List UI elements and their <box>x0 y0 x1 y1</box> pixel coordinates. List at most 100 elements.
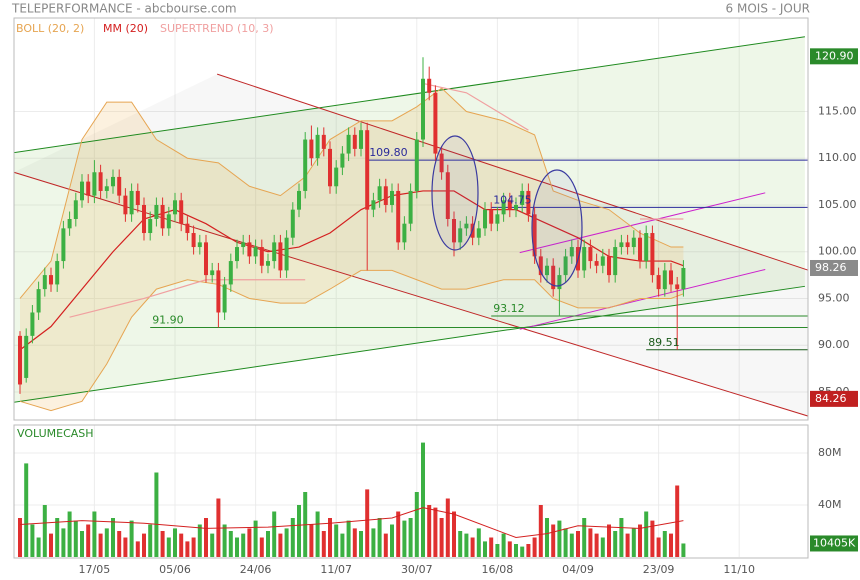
candle-body <box>631 237 636 248</box>
candle-body <box>551 265 556 290</box>
y-tick-label: 95.00 <box>818 291 850 304</box>
x-tick-label: 24/06 <box>240 563 272 576</box>
candle-body <box>204 242 208 276</box>
volume-bar <box>396 511 401 557</box>
candle-body <box>321 134 326 149</box>
candle-body <box>18 335 22 385</box>
volume-bar <box>284 528 289 557</box>
trendline <box>217 73 808 271</box>
candle-body <box>414 139 419 191</box>
candle-body <box>526 190 531 215</box>
candle-body <box>445 172 450 219</box>
volume-bar <box>600 537 605 557</box>
level-label: 91.90 <box>152 313 184 326</box>
volume-bar <box>185 541 190 557</box>
candle-body <box>272 242 277 262</box>
volume-bar <box>569 533 574 557</box>
candle-body <box>532 214 537 257</box>
x-tick-label: 23/09 <box>643 563 675 576</box>
volume-bar <box>160 531 165 557</box>
indicator-line <box>422 82 529 131</box>
candle-body <box>303 139 308 191</box>
volume-bar <box>557 520 562 557</box>
volume-title: VOLUMECASH <box>17 427 94 440</box>
candle-body <box>135 190 140 205</box>
volume-bar <box>42 505 47 557</box>
candle-body <box>501 200 506 215</box>
candle-body <box>675 284 680 290</box>
volume-bar <box>631 528 636 557</box>
candle-body <box>569 247 574 257</box>
volume-bar <box>321 531 326 557</box>
volume-bar <box>433 507 438 557</box>
candle-body <box>36 289 41 313</box>
volume-bar <box>61 528 66 557</box>
volume-bar <box>49 533 53 557</box>
band-fill <box>20 88 684 411</box>
y-tick-label: 40M <box>818 498 842 511</box>
candle-body <box>185 223 190 234</box>
volume-bar <box>98 533 103 557</box>
candle-body <box>371 200 376 210</box>
candle-body <box>483 209 487 229</box>
volume-bar <box>520 546 525 557</box>
candle-body <box>49 275 53 285</box>
volume-bar <box>135 541 140 557</box>
volume-bar <box>104 528 109 557</box>
x-tick-label: 04/09 <box>562 563 594 576</box>
candle-body <box>594 261 599 266</box>
candle-body <box>582 247 587 271</box>
candle-body <box>452 219 456 243</box>
volume-bar <box>489 537 494 557</box>
volume-bar <box>210 533 215 557</box>
volume-bar <box>365 489 370 557</box>
volume-bar <box>179 533 184 557</box>
candle-body <box>278 242 283 271</box>
candle-body <box>210 270 215 276</box>
level-label: 104.75 <box>493 193 532 206</box>
y-tick-label: 90.00 <box>818 338 850 351</box>
volume-bar <box>197 524 202 557</box>
y-tick-label: 115.00 <box>818 104 857 117</box>
price-marker <box>810 259 858 276</box>
page-title: TELEPERFORMANCE - abcbourse.com <box>11 2 237 16</box>
candle-body <box>334 167 339 187</box>
candle-body <box>377 186 382 201</box>
volume-bar <box>55 518 60 557</box>
legend-label: BOLL (20, 2) <box>16 22 84 35</box>
volume-bar <box>681 543 686 557</box>
price-marker <box>810 390 858 407</box>
candle-body <box>179 200 184 224</box>
candle-body <box>266 261 270 266</box>
candle-body <box>507 200 512 210</box>
volume-bar <box>346 520 351 557</box>
volume-bar <box>390 524 394 557</box>
volume-bar <box>173 528 177 557</box>
volume-bar <box>470 537 475 557</box>
candle-body <box>421 78 425 140</box>
x-tick-label: 11/07 <box>320 563 352 576</box>
candle-body <box>297 190 301 210</box>
candle-body <box>433 92 438 154</box>
volume-bar <box>142 533 146 557</box>
price-panel-frame <box>13 17 809 421</box>
trendline <box>14 171 808 417</box>
price-marker-label: 98.26 <box>815 261 847 274</box>
volume-bar <box>278 533 283 557</box>
candle-body <box>24 335 29 378</box>
candle-body <box>563 256 568 276</box>
band-lower <box>19 269 684 412</box>
candle-body <box>464 223 469 229</box>
candle-body <box>669 270 673 285</box>
candle-body <box>656 275 661 290</box>
volume-bar <box>272 511 277 557</box>
volume-bar <box>334 524 339 557</box>
volume-bar <box>532 537 537 557</box>
volume-bar <box>359 531 363 557</box>
volume-bar <box>452 511 456 557</box>
volume-bar <box>191 537 196 557</box>
volume-bar <box>204 518 208 557</box>
price-marker-label: 84.26 <box>815 392 847 405</box>
indicator-line <box>19 190 684 351</box>
